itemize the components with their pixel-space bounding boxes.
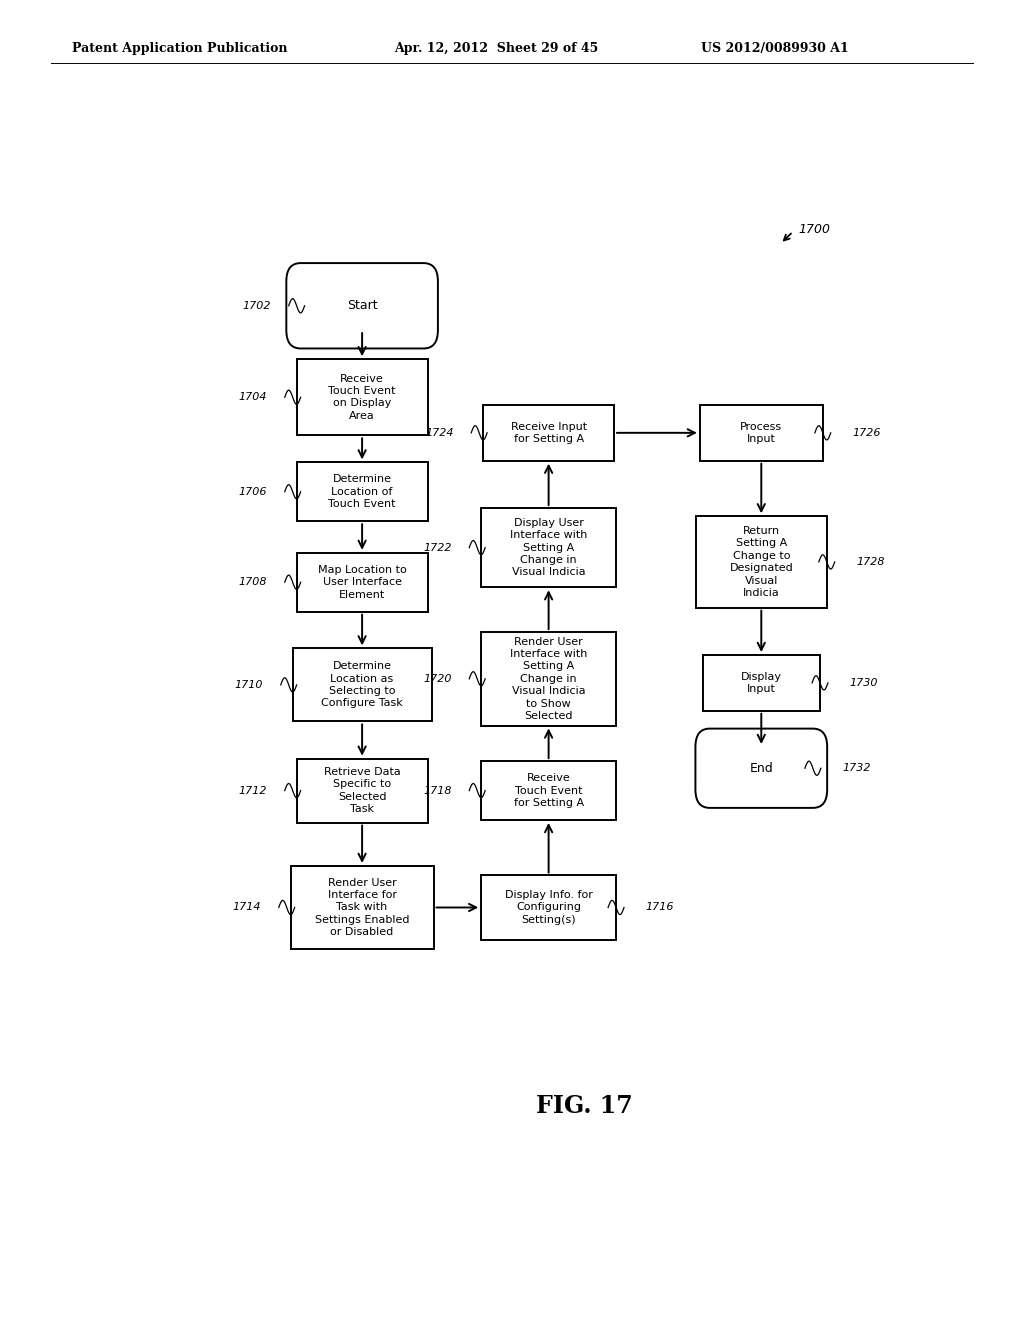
Text: Start: Start	[347, 300, 378, 313]
Text: 1730: 1730	[850, 678, 878, 688]
Bar	[481, 632, 616, 726]
Text: 1710: 1710	[234, 680, 263, 690]
Text: Return
Setting A
Change to
Designated
Visual
Indicia: Return Setting A Change to Designated Vi…	[729, 525, 794, 598]
Bar	[297, 462, 428, 521]
Text: Receive
Touch Event
for Setting A: Receive Touch Event for Setting A	[514, 774, 584, 808]
Text: Receive Input
for Setting A: Receive Input for Setting A	[511, 421, 587, 444]
Bar	[702, 655, 820, 710]
Text: Display User
Interface with
Setting A
Change in
Visual Indicia: Display User Interface with Setting A Ch…	[510, 517, 588, 577]
Text: 1708: 1708	[239, 577, 267, 587]
Text: 1718: 1718	[423, 785, 452, 796]
Text: 1712: 1712	[239, 785, 267, 796]
Text: 1714: 1714	[232, 903, 261, 912]
Text: Render User
Interface for
Task with
Settings Enabled
or Disabled: Render User Interface for Task with Sett…	[314, 878, 410, 937]
Bar	[297, 553, 428, 611]
Text: Receive
Touch Event
on Display
Area: Receive Touch Event on Display Area	[329, 374, 396, 421]
Text: Determine
Location as
Selecting to
Configure Task: Determine Location as Selecting to Confi…	[322, 661, 403, 709]
Text: Process
Input: Process Input	[740, 421, 782, 444]
Text: Display
Input: Display Input	[740, 672, 781, 694]
Bar	[297, 759, 428, 822]
Text: 1728: 1728	[856, 557, 885, 566]
Bar	[483, 405, 614, 461]
Text: Apr. 12, 2012  Sheet 29 of 45: Apr. 12, 2012 Sheet 29 of 45	[394, 42, 598, 54]
Text: 1724: 1724	[425, 428, 454, 438]
Text: 1726: 1726	[852, 428, 881, 438]
Bar	[297, 359, 428, 436]
Bar	[481, 875, 616, 940]
Bar	[481, 762, 616, 820]
Text: US 2012/0089930 A1: US 2012/0089930 A1	[701, 42, 849, 54]
Text: 1722: 1722	[423, 543, 452, 553]
Bar	[699, 405, 823, 461]
Text: End: End	[750, 762, 773, 775]
Text: Retrieve Data
Specific to
Selected
Task: Retrieve Data Specific to Selected Task	[324, 767, 400, 814]
FancyBboxPatch shape	[287, 263, 438, 348]
Text: Map Location to
User Interface
Element: Map Location to User Interface Element	[317, 565, 407, 599]
Text: Render User
Interface with
Setting A
Change in
Visual Indicia
to Show
Selected: Render User Interface with Setting A Cha…	[510, 636, 588, 721]
Bar	[293, 648, 431, 722]
Text: 1702: 1702	[243, 301, 271, 310]
Bar	[481, 508, 616, 587]
Text: Display Info. for
Configuring
Setting(s): Display Info. for Configuring Setting(s)	[505, 890, 593, 925]
Text: 1700: 1700	[799, 223, 830, 236]
Text: 1704: 1704	[239, 392, 267, 403]
Text: 1720: 1720	[423, 673, 452, 684]
Text: 1732: 1732	[843, 763, 870, 774]
Text: 1706: 1706	[239, 487, 267, 496]
FancyBboxPatch shape	[695, 729, 827, 808]
Text: Patent Application Publication: Patent Application Publication	[72, 42, 287, 54]
Text: 1716: 1716	[645, 903, 674, 912]
Bar	[291, 866, 433, 949]
Text: FIG. 17: FIG. 17	[536, 1094, 633, 1118]
Bar	[696, 516, 826, 607]
Text: Determine
Location of
Touch Event: Determine Location of Touch Event	[329, 474, 396, 510]
